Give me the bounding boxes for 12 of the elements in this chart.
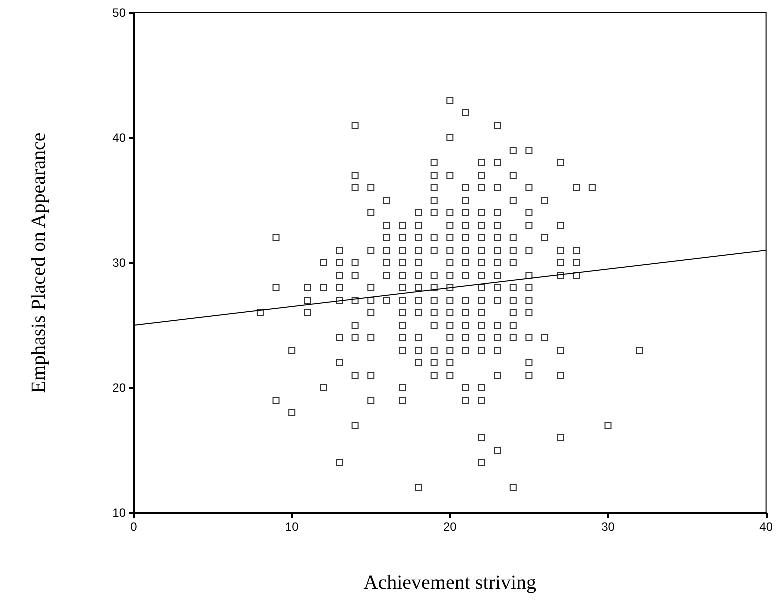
x-axis-title: Achievement striving (364, 572, 537, 594)
y-axis-title: Emphasis Placed on Appearance (28, 132, 50, 394)
y-tick-label: 30 (112, 256, 126, 270)
y-tick-label: 50 (112, 6, 126, 20)
y-tick-label: 10 (112, 506, 126, 520)
x-tick-label: 30 (602, 520, 616, 534)
x-tick-label: 10 (285, 520, 300, 534)
y-tick-label: 20 (112, 381, 126, 395)
x-tick-label: 0 (130, 520, 138, 534)
x-tick-label: 20 (443, 520, 458, 534)
y-tick-label: 40 (112, 131, 126, 145)
x-tick-label: 40 (760, 520, 774, 534)
